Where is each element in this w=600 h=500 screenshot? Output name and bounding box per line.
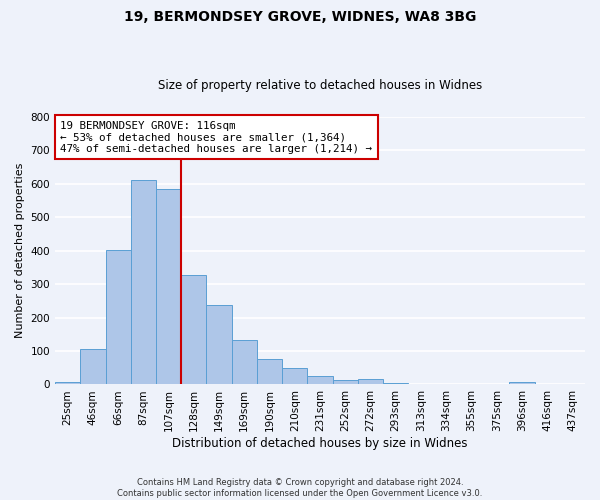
Bar xyxy=(131,180,156,384)
Bar xyxy=(80,349,106,384)
Text: Contains HM Land Registry data © Crown copyright and database right 2024.
Contai: Contains HM Land Registry data © Crown c… xyxy=(118,478,482,498)
X-axis label: Distribution of detached houses by size in Widnes: Distribution of detached houses by size … xyxy=(172,437,468,450)
Bar xyxy=(358,379,383,384)
Bar xyxy=(282,368,307,384)
Bar xyxy=(332,380,358,384)
Bar xyxy=(55,382,80,384)
Bar xyxy=(106,250,131,384)
Bar xyxy=(206,305,232,384)
Bar xyxy=(257,359,282,384)
Text: 19, BERMONDSEY GROVE, WIDNES, WA8 3BG: 19, BERMONDSEY GROVE, WIDNES, WA8 3BG xyxy=(124,10,476,24)
Bar xyxy=(181,274,206,384)
Y-axis label: Number of detached properties: Number of detached properties xyxy=(15,163,25,338)
Bar xyxy=(307,376,332,384)
Bar xyxy=(156,188,181,384)
Text: 19 BERMONDSEY GROVE: 116sqm
← 53% of detached houses are smaller (1,364)
47% of : 19 BERMONDSEY GROVE: 116sqm ← 53% of det… xyxy=(61,121,373,154)
Bar xyxy=(509,382,535,384)
Bar xyxy=(232,340,257,384)
Title: Size of property relative to detached houses in Widnes: Size of property relative to detached ho… xyxy=(158,79,482,92)
